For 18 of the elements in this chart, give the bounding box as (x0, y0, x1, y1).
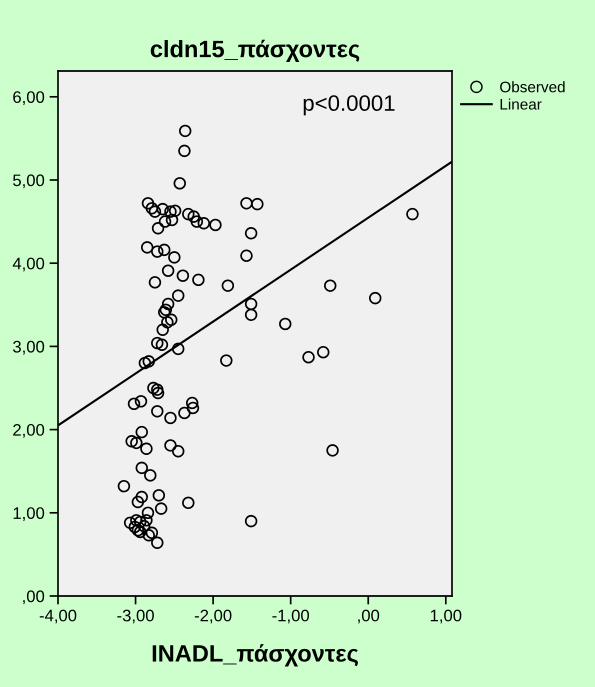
y-tick-label: 6,00 (13, 91, 44, 105)
x-axis-title: INADL_πάσχοντες (152, 644, 358, 666)
x-tick-label: ,00 (358, 610, 380, 624)
x-tick-label: -4,00 (40, 610, 76, 624)
x-tick-label: -1,00 (272, 610, 310, 624)
y-tick-label: 2,00 (13, 424, 44, 438)
annotation: p<0.0001 (304, 95, 394, 116)
legend-label: Observed (500, 81, 565, 92)
x-tick-label: -2,00 (194, 610, 232, 624)
y-tick-label: 4,00 (12, 258, 44, 272)
y-tick-label: ,00 (23, 590, 44, 604)
legend-label: Linear (500, 98, 542, 110)
chart-title: cldn15_πάσχοντες (150, 40, 360, 62)
y-tick-label: 5,00 (13, 174, 44, 188)
x-tick-label: -3,00 (117, 610, 154, 624)
x-tick-label: 1,00 (430, 610, 462, 624)
y-tick-label: 3,00 (13, 340, 44, 355)
y-tick-label: 1,00 (14, 507, 44, 521)
